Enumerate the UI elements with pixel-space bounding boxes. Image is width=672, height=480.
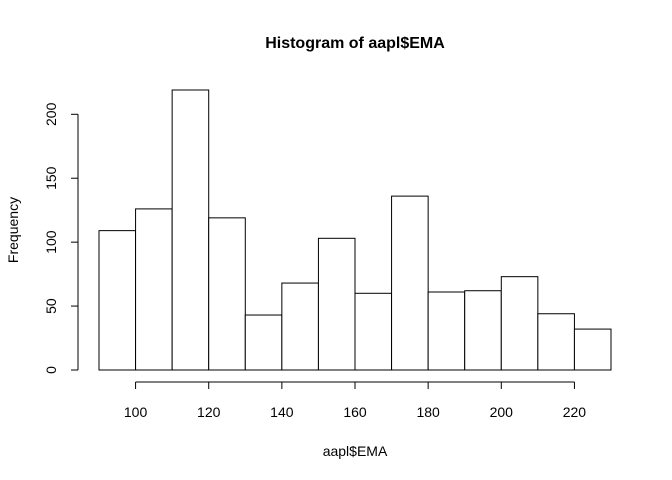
chart-title: Histogram of aapl$EMA bbox=[265, 35, 445, 52]
histogram-bar-0 bbox=[98, 230, 137, 371]
x-axis: 100 120 140 160 180 200 220 bbox=[124, 381, 587, 420]
histogram-bar-11 bbox=[500, 276, 539, 371]
histogram-bar-13 bbox=[573, 328, 612, 371]
histogram-bar-8 bbox=[391, 195, 429, 371]
x-tick-label-4: 180 bbox=[416, 404, 440, 420]
histogram-bar-3 bbox=[208, 217, 246, 371]
x-tick-label-5: 200 bbox=[490, 404, 514, 420]
x-tick-label-1: 120 bbox=[197, 404, 221, 420]
histogram-bar-2 bbox=[171, 89, 210, 371]
histogram-bar-12 bbox=[537, 313, 575, 371]
x-tick-label-3: 160 bbox=[343, 404, 367, 420]
bars-group bbox=[98, 89, 612, 371]
y-tick-label-1: 50 bbox=[43, 298, 59, 314]
y-tick-label-4: 200 bbox=[43, 102, 59, 126]
histogram-bar-4 bbox=[244, 314, 283, 371]
x-axis-label: aapl$EMA bbox=[323, 443, 388, 459]
y-axis: 0 50 100 150 200 bbox=[43, 102, 79, 374]
x-tick-label-2: 140 bbox=[270, 404, 294, 420]
histogram-bar-1 bbox=[135, 208, 173, 371]
histogram-bar-7 bbox=[354, 292, 393, 371]
histogram-bar-10 bbox=[464, 290, 502, 371]
x-tick-label-0: 100 bbox=[124, 404, 148, 420]
y-tick-label-3: 150 bbox=[43, 166, 59, 190]
y-tick-label-0: 0 bbox=[43, 366, 59, 374]
y-axis-label: Frequency bbox=[5, 197, 21, 263]
x-tick-label-6: 220 bbox=[563, 404, 587, 420]
histogram-bar-5 bbox=[281, 282, 319, 371]
y-tick-label-2: 100 bbox=[43, 230, 59, 254]
histogram-bar-6 bbox=[317, 237, 356, 371]
histogram-bar-9 bbox=[427, 291, 466, 371]
